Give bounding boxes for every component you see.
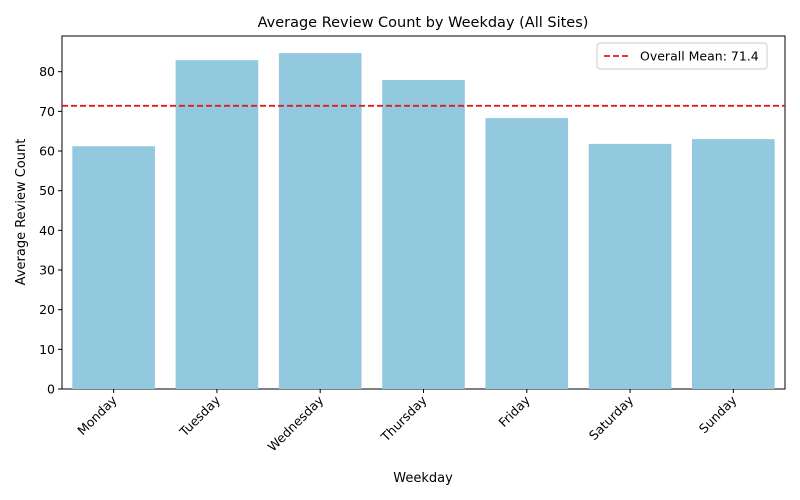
bar-sunday <box>692 139 775 389</box>
y-tick-label: 60 <box>39 144 55 159</box>
y-tick-label: 70 <box>39 104 55 119</box>
y-tick-label: 80 <box>39 64 55 79</box>
legend: Overall Mean: 71.4 <box>596 42 768 70</box>
x-tick-label-wednesday: Wednesday <box>265 392 327 454</box>
y-tick-label: 20 <box>39 302 55 317</box>
legend-mean-label: Overall Mean: 71.4 <box>640 49 759 64</box>
bars-group <box>72 53 775 390</box>
y-tick-label: 50 <box>39 183 55 198</box>
y-tick-label: 40 <box>39 223 55 238</box>
x-axis: Monday Tuesday Wednesday Thursday Friday Satu… <box>74 389 740 454</box>
bar-thursday <box>382 80 465 389</box>
bar-friday <box>485 118 569 390</box>
bar-tuesday <box>175 60 259 389</box>
x-tick-label-saturday: Saturday <box>586 392 637 443</box>
x-tick-label-tuesday: Tuesday <box>176 392 224 440</box>
y-axis: 0 10 20 30 40 50 60 70 80 <box>39 64 62 397</box>
y-tick-label: 10 <box>39 342 55 357</box>
x-tick-label-sunday: Sunday <box>696 392 740 436</box>
x-tick-label-thursday: Thursday <box>377 392 430 445</box>
y-tick-label: 30 <box>39 263 55 278</box>
bar-saturday <box>588 143 672 389</box>
y-tick-label: 0 <box>47 382 55 397</box>
x-axis-label: Weekday <box>393 471 453 486</box>
x-tick-label-friday: Friday <box>496 392 534 430</box>
legend-box <box>596 42 768 70</box>
bar-wednesday <box>278 53 362 390</box>
x-tick-label-monday: Monday <box>74 392 120 438</box>
bar-monday <box>72 146 155 389</box>
chart-title: Average Review Count by Weekday (All Sit… <box>258 15 589 31</box>
y-axis-label: Average Review Count <box>14 139 29 286</box>
